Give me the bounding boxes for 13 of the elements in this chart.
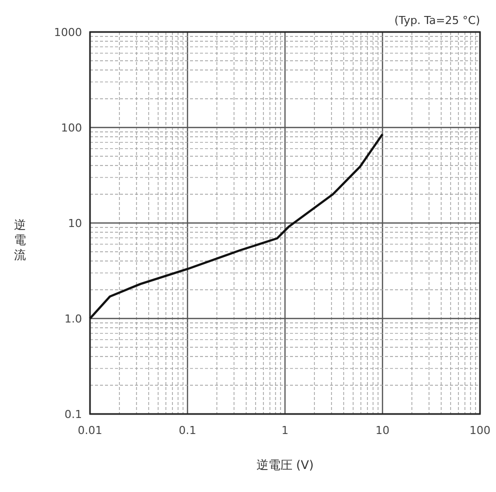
y-tick-label: 0.1 (64, 408, 82, 421)
y-tick-label: 1000 (54, 26, 82, 39)
x-tick-label: 100 (470, 424, 490, 437)
y-tick-label: 10 (68, 217, 82, 230)
y-tick-label: 1.0 (64, 312, 82, 326)
x-tick-label: 10 (376, 424, 390, 437)
x-tick-label: 1 (282, 424, 288, 437)
x-axis-title: 逆電圧 (V) (256, 458, 314, 472)
x-tick-label: 0.01 (78, 424, 102, 437)
text: (Typ. Ta=25 °C) (394, 14, 480, 27)
y-axis-title: 逆電流 (14, 218, 26, 262)
y-tick-label: 100 (61, 122, 82, 134)
x-tick-label: 0.1 (178, 424, 196, 437)
